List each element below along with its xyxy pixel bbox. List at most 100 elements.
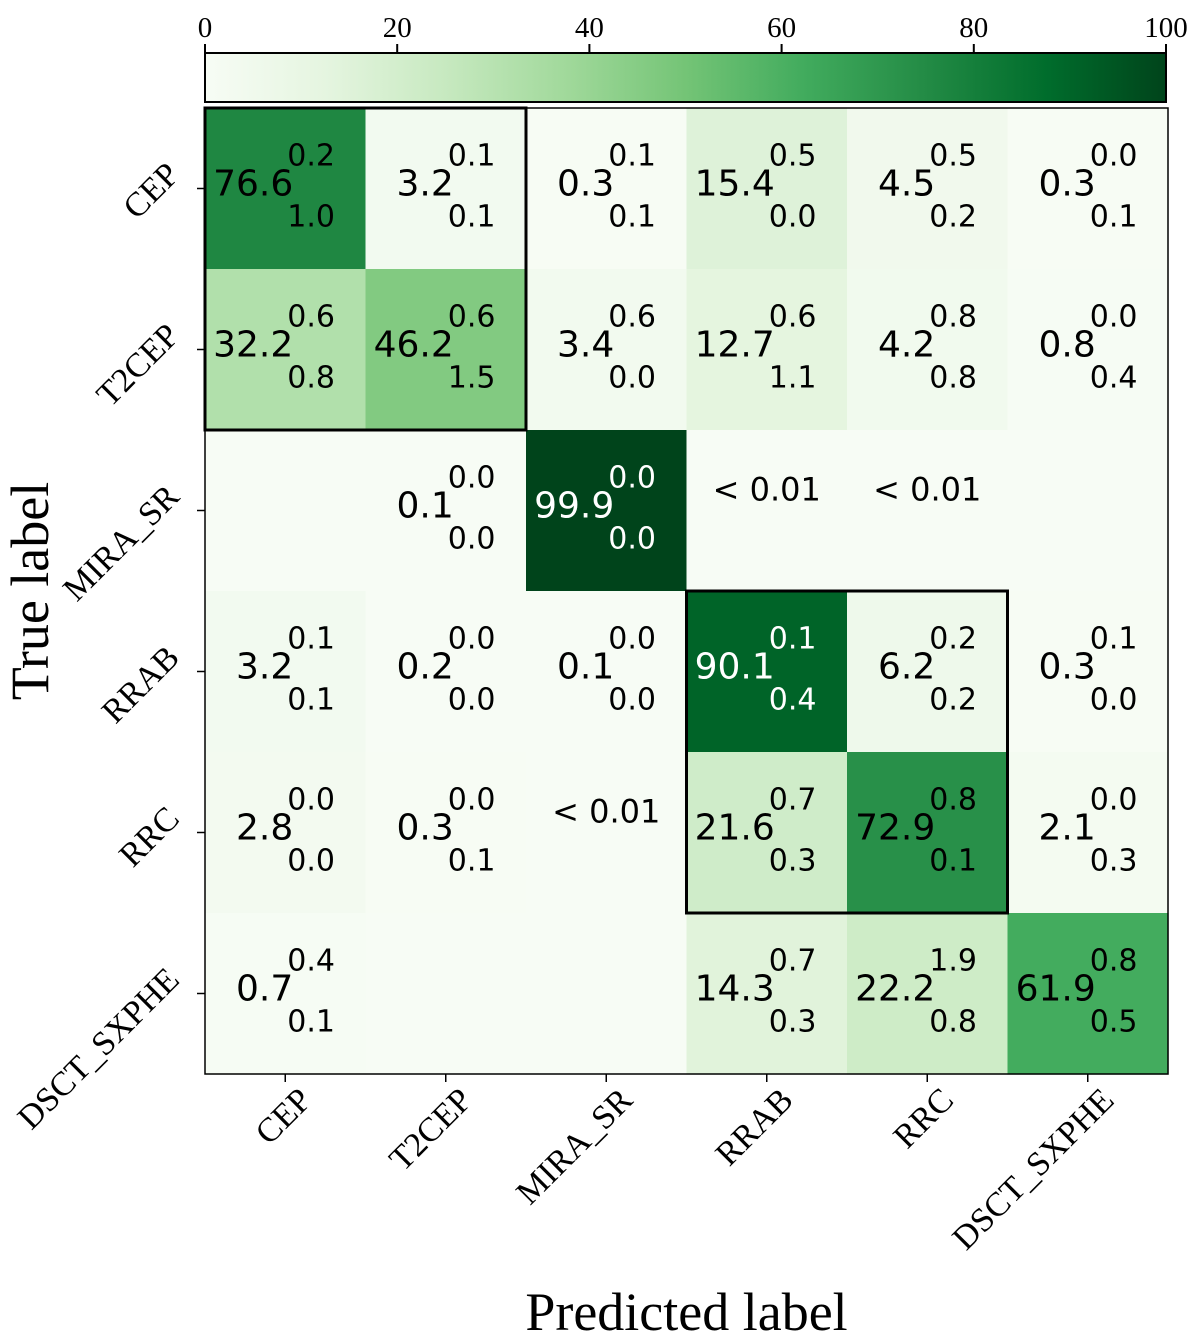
cell-upper-error: 0.0	[1090, 300, 1138, 335]
cell-lower-error: 1.5	[448, 361, 496, 396]
heatmap-cell	[1007, 430, 1169, 592]
y-axis-title: True label	[0, 482, 60, 700]
cell-value: < 0.01	[873, 471, 981, 509]
x-tick-label: RRAB	[709, 1081, 801, 1173]
heatmap-cell	[205, 269, 367, 431]
cell-value: 99.9	[534, 486, 614, 527]
cell-lower-error: 0.3	[769, 1005, 817, 1040]
heatmap-cell	[365, 591, 527, 753]
heatmap-cell	[205, 591, 367, 753]
highlight-box	[203, 106, 528, 432]
heatmap-cell	[847, 269, 1009, 431]
heatmap-cell	[205, 430, 367, 592]
cell-upper-error: 0.0	[448, 622, 496, 657]
colorbar-tick-label: 100	[1144, 12, 1188, 44]
heatmap-cell	[205, 752, 367, 914]
cell-value: 46.2	[374, 325, 454, 366]
cell-upper-error: 0.7	[769, 783, 817, 818]
cell-lower-error: 0.3	[1090, 844, 1138, 879]
heatmap-cell	[686, 913, 848, 1075]
heatmap-cell	[1007, 913, 1169, 1075]
heatmap-cell	[686, 591, 848, 753]
heatmap-cell	[365, 430, 527, 592]
colorbar-tick-label: 40	[575, 12, 604, 44]
cell-value: 22.2	[855, 969, 935, 1010]
cell-value: 90.1	[695, 647, 775, 688]
cell-lower-error: 0.0	[608, 522, 656, 557]
cell-lower-error: 0.8	[287, 361, 335, 396]
cell-value: 0.3	[1038, 164, 1095, 205]
x-tick-label: CEP	[249, 1081, 319, 1151]
cell-lower-error: 0.0	[448, 683, 496, 718]
cell-value: 2.1	[1038, 808, 1095, 849]
heatmap-cell	[526, 430, 688, 592]
heatmap-cell	[205, 913, 367, 1075]
cell-lower-error: 0.0	[287, 844, 335, 879]
heatmap-cell	[526, 752, 688, 914]
cell-upper-error: 0.6	[769, 300, 817, 335]
cell-value: 0.3	[1038, 647, 1095, 688]
cell-lower-error: 0.2	[929, 683, 977, 718]
heatmap-cell	[526, 108, 688, 270]
heatmap-cell	[847, 913, 1009, 1075]
cell-value: 3.2	[396, 164, 453, 205]
heatmap-cell	[205, 108, 367, 270]
cell-upper-error: 0.0	[448, 461, 496, 496]
cell-upper-error: 0.0	[1090, 139, 1138, 174]
cell-value: 0.2	[396, 647, 453, 688]
cell-upper-error: 0.1	[608, 139, 656, 174]
heatmap-cell	[847, 430, 1009, 592]
cell-upper-error: 0.6	[287, 300, 335, 335]
heatmap-cell	[847, 108, 1009, 270]
cell-lower-error: 0.1	[448, 200, 496, 235]
cell-lower-error: 0.4	[769, 683, 817, 718]
cell-value: 72.9	[855, 808, 935, 849]
cell-upper-error: 0.6	[608, 300, 656, 335]
colorbar-tick-label: 20	[383, 12, 412, 44]
x-tick-label: T2CEP	[382, 1081, 479, 1178]
cell-value: 3.4	[557, 325, 614, 366]
cell-value: 0.7	[236, 969, 293, 1010]
cell-value: 32.2	[213, 325, 293, 366]
y-tick-label: DSCT_SXPHE	[11, 961, 187, 1137]
cell-upper-error: 0.0	[1090, 783, 1138, 818]
plot-frame	[204, 107, 1169, 1075]
cell-value: 4.2	[878, 325, 935, 366]
cell-upper-error: 0.1	[1090, 622, 1138, 657]
highlight-box	[685, 589, 1009, 915]
cell-upper-error: 0.1	[448, 139, 496, 174]
cell-lower-error: 0.4	[1090, 361, 1138, 396]
cell-lower-error: 1.1	[769, 361, 817, 396]
cell-upper-error: 0.0	[448, 783, 496, 818]
y-tick-label: RRAB	[95, 639, 187, 731]
x-tick-label: DSCT_SXPHE	[946, 1081, 1122, 1257]
heatmap-cell	[686, 752, 848, 914]
cell-lower-error: 0.8	[929, 361, 977, 396]
cell-value: 4.5	[878, 164, 935, 205]
heatmap-cell	[1007, 269, 1169, 431]
cell-upper-error: 0.5	[769, 139, 817, 174]
heatmap-cell	[686, 269, 848, 431]
cell-upper-error: 0.2	[929, 622, 977, 657]
cell-value: 15.4	[695, 164, 775, 205]
cell-value: 3.2	[236, 647, 293, 688]
cell-upper-error: 0.4	[287, 944, 335, 979]
colorbar-tick-label: 60	[767, 12, 796, 44]
cell-value: < 0.01	[713, 471, 821, 509]
cell-upper-error: 1.9	[929, 944, 977, 979]
cell-lower-error: 0.0	[1090, 683, 1138, 718]
cell-lower-error: 0.1	[929, 844, 977, 879]
cell-value: 2.8	[236, 808, 293, 849]
heatmap-cell	[365, 269, 527, 431]
x-axis-title: Predicted label	[525, 1282, 847, 1342]
heatmap-cell	[365, 108, 527, 270]
cell-upper-error: 0.0	[287, 783, 335, 818]
cell-lower-error: 1.0	[287, 200, 335, 235]
heatmap-cell	[365, 913, 527, 1075]
y-tick-label: MIRA_SR	[56, 478, 187, 609]
cell-lower-error: 0.0	[608, 683, 656, 718]
cell-lower-error: 0.3	[769, 844, 817, 879]
cell-lower-error: 0.0	[608, 361, 656, 396]
cell-value: 0.3	[557, 164, 614, 205]
